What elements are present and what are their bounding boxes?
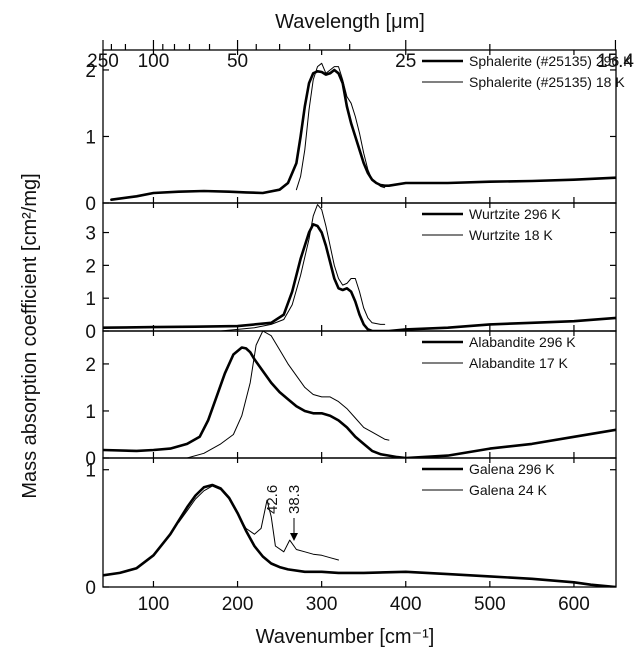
panel-series bbox=[103, 204, 616, 331]
x2-tick-label: 15.4 bbox=[597, 51, 634, 72]
bottom-axis: 100 200 300 400 500 600 bbox=[138, 594, 590, 615]
legend-label: Sphalerite (#25135) 18 K bbox=[469, 74, 625, 90]
y-tick-label: 0 bbox=[85, 322, 96, 343]
series-line bbox=[220, 204, 386, 331]
panel-2: 0 1 2 3 Wurtzite 296 K Wurtzite 18 K bbox=[85, 202, 617, 343]
series-line bbox=[178, 485, 339, 561]
y-tick-label: 0 bbox=[85, 194, 96, 215]
legend-label: Galena 24 K bbox=[469, 482, 547, 498]
y-tick-label: 1 bbox=[85, 402, 96, 423]
x-tick-label: 500 bbox=[474, 594, 506, 615]
y-tick-label: 0 bbox=[85, 449, 96, 470]
panel-3: 0 1 2 Alabandite 296 K Alabandite 17 K bbox=[85, 330, 617, 470]
top-axis: 250 100 50 25 15.4 bbox=[87, 40, 634, 72]
y-tick-label: 1 bbox=[85, 289, 96, 310]
series-line bbox=[103, 223, 616, 331]
x-tick-label: 600 bbox=[558, 594, 590, 615]
y-tick-label: 2 bbox=[85, 256, 96, 277]
x-axis-title: Wavenumber [cm⁻¹] bbox=[256, 626, 435, 648]
y-tick-label: 2 bbox=[85, 61, 96, 82]
x-tick-label: 300 bbox=[306, 594, 338, 615]
panel-series bbox=[103, 483, 616, 587]
x-tick-label: 100 bbox=[138, 594, 170, 615]
y-tick-label: 3 bbox=[85, 224, 96, 245]
panel-series bbox=[110, 62, 616, 201]
series-line bbox=[110, 68, 616, 201]
panel-1: 0 1 2 Sphalerite (#25135) 296 K Sphalerite (… bbox=[85, 49, 633, 215]
x2-tick-label: 25 bbox=[395, 51, 416, 72]
panel-4: 0 1 Galena 296 K Galena 24 K bbox=[85, 457, 617, 599]
annotation-38-3: 38.3 bbox=[286, 485, 303, 514]
y-tick-label: 1 bbox=[85, 127, 96, 148]
series-line bbox=[295, 62, 386, 191]
x-tick-label: 400 bbox=[390, 594, 422, 615]
y-tick-label: 2 bbox=[85, 355, 96, 376]
legend-label: Wurtzite 18 K bbox=[469, 227, 553, 243]
top-axis-title: Wavelength [μm] bbox=[275, 11, 425, 33]
series-line bbox=[103, 346, 616, 458]
y-tick-label: 1 bbox=[85, 461, 96, 482]
x2-tick-label: 50 bbox=[227, 51, 248, 72]
y-axis-title: Mass absorption coefficient [cm²/mg] bbox=[19, 173, 41, 498]
series-line bbox=[103, 483, 616, 587]
x2-tick-label: 100 bbox=[138, 51, 170, 72]
legend-label: Galena 296 K bbox=[469, 461, 555, 477]
panel-series bbox=[103, 331, 616, 458]
annotation-arrow-head bbox=[290, 533, 298, 541]
x2-tick-label: 250 bbox=[87, 51, 119, 72]
x-tick-label: 200 bbox=[222, 594, 254, 615]
legend-label: Sphalerite (#25135) 296 K bbox=[469, 53, 633, 69]
y-tick-label: 0 bbox=[85, 578, 96, 599]
legend-label: Alabandite 17 K bbox=[469, 355, 569, 371]
annotation-42-6: 42.6 bbox=[264, 485, 281, 514]
legend-label: Alabandite 296 K bbox=[469, 334, 576, 350]
panel-frame bbox=[102, 457, 617, 588]
annotations: 42.6 38.3 bbox=[264, 485, 303, 541]
legend-label: Wurtzite 296 K bbox=[469, 206, 561, 222]
series-line bbox=[186, 331, 390, 458]
